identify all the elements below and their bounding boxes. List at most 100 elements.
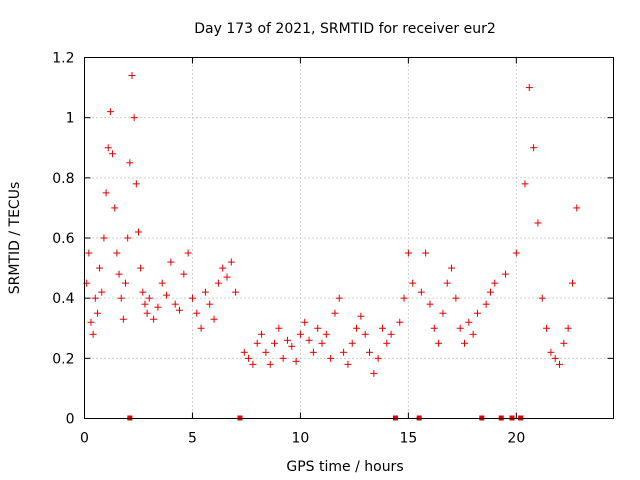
chart-title: Day 173 of 2021, SRMTID for receiver eur… — [194, 21, 496, 37]
data-point — [98, 288, 106, 296]
data-point — [245, 354, 253, 362]
data-point — [305, 336, 313, 344]
data-point — [383, 339, 391, 347]
data-point — [106, 108, 114, 116]
data-point — [206, 300, 214, 308]
data-point — [296, 330, 304, 338]
data-point — [573, 204, 581, 212]
x-tick-label: 0 — [80, 431, 89, 447]
data-point — [404, 249, 412, 257]
plot-frame — [84, 57, 614, 419]
data-point — [344, 360, 352, 368]
x-tick-label: 20 — [507, 431, 525, 447]
data-point — [122, 279, 130, 287]
data-point — [469, 330, 477, 338]
data-point — [176, 306, 184, 314]
data-point — [197, 324, 205, 332]
x-tick-label: 5 — [188, 431, 197, 447]
data-point — [335, 294, 343, 302]
data-point — [249, 360, 257, 368]
y-tick-label: 0.8 — [52, 171, 74, 187]
data-point — [137, 264, 145, 272]
data-point — [551, 354, 559, 362]
data-point — [439, 309, 447, 317]
data-point — [512, 249, 520, 257]
data-point — [456, 324, 464, 332]
data-point — [482, 300, 490, 308]
data-point — [253, 339, 261, 347]
data-point — [119, 315, 127, 323]
data-point — [227, 258, 235, 266]
data-point — [279, 354, 287, 362]
data-point — [193, 309, 201, 317]
data-point — [538, 294, 546, 302]
data-points — [83, 72, 581, 377]
data-point — [288, 342, 296, 350]
data-point — [262, 348, 270, 356]
data-point — [378, 324, 386, 332]
data-point — [357, 312, 365, 320]
data-point — [167, 258, 175, 266]
data-point — [370, 369, 378, 377]
data-point — [96, 264, 104, 272]
data-point — [491, 279, 499, 287]
data-point — [521, 180, 529, 188]
data-point — [214, 279, 222, 287]
data-point — [564, 324, 572, 332]
x-tick-label: 15 — [399, 431, 417, 447]
data-point — [322, 330, 330, 338]
data-point — [275, 324, 283, 332]
data-point — [93, 309, 101, 317]
data-point — [426, 300, 434, 308]
data-point — [223, 273, 231, 281]
data-point — [132, 180, 140, 188]
data-point — [102, 189, 110, 197]
data-point — [117, 294, 125, 302]
data-point — [417, 288, 425, 296]
data-point — [547, 348, 555, 356]
y-tick-label: 0.2 — [52, 351, 74, 367]
data-point — [210, 315, 218, 323]
data-point — [340, 348, 348, 356]
data-point — [568, 279, 576, 287]
data-point — [111, 204, 119, 212]
data-point — [180, 270, 188, 278]
data-point — [400, 294, 408, 302]
y-tick-label: 1.2 — [52, 51, 74, 67]
data-point — [452, 294, 460, 302]
data-point — [240, 348, 248, 356]
data-point — [292, 357, 300, 365]
data-point — [139, 288, 147, 296]
y-tick-label: 0 — [66, 412, 75, 428]
data-point — [534, 219, 542, 227]
data-point — [448, 264, 456, 272]
data-point — [443, 279, 451, 287]
data-point — [113, 249, 121, 257]
data-point — [422, 249, 430, 257]
y-tick-label: 1 — [66, 111, 75, 127]
data-point — [143, 309, 151, 317]
y-axis-label: SRMTID / TECUs — [7, 182, 23, 295]
data-point — [318, 339, 326, 347]
data-point — [366, 348, 374, 356]
data-point — [374, 354, 382, 362]
data-point — [327, 354, 335, 362]
data-point — [91, 294, 99, 302]
data-point — [266, 360, 274, 368]
data-point — [126, 159, 134, 167]
y-tick-label: 0.6 — [52, 231, 74, 247]
data-point — [461, 339, 469, 347]
data-point — [430, 324, 438, 332]
data-point — [283, 336, 291, 344]
x-axis-label: GPS time / hours — [286, 459, 403, 475]
data-point — [130, 114, 138, 122]
data-point — [232, 288, 240, 296]
data-point — [163, 291, 171, 299]
axis-ticks: 0 0.2 0.4 0.6 0.8 1 1.2 0 5 10 15 20 — [52, 51, 614, 447]
data-point — [85, 249, 93, 257]
data-point — [154, 303, 162, 311]
data-point — [150, 315, 158, 323]
data-point — [201, 288, 209, 296]
data-point — [171, 300, 179, 308]
